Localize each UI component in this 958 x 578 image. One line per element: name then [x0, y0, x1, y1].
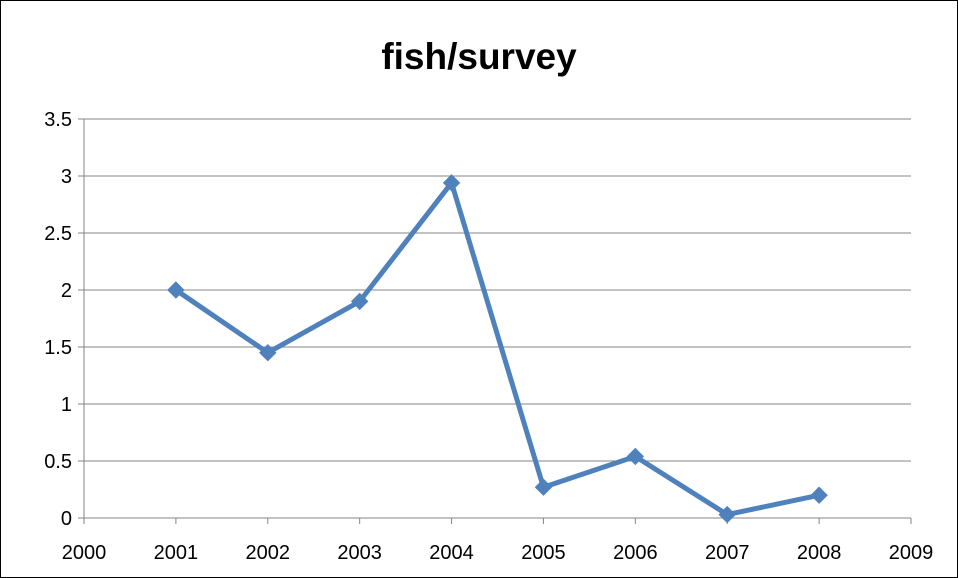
data-point-0-7: [810, 486, 828, 504]
data-point-0-1: [259, 343, 277, 362]
y-tick-label-6: 3: [61, 166, 72, 188]
y-tick-label-1: 0.5: [44, 451, 72, 473]
x-tick-label-5: 2005: [521, 542, 566, 564]
x-tick-label-0: 2000: [62, 542, 107, 564]
y-tick-label-5: 2.5: [44, 223, 72, 245]
data-point-0-3: [442, 174, 461, 192]
axes: [78, 118, 912, 524]
x-tick-label-6: 2006: [613, 542, 658, 564]
series-group: [167, 174, 828, 524]
data-point-0-5: [626, 447, 645, 466]
data-point-0-2: [350, 292, 369, 311]
x-tick-label-1: 2001: [154, 542, 199, 564]
x-tick-label-2: 2002: [246, 542, 291, 564]
gridlines: [84, 118, 911, 462]
data-point-0-6: [718, 505, 736, 524]
x-tick-label-4: 2004: [429, 542, 474, 564]
data-point-0-4: [534, 478, 553, 496]
data-point-0-0: [167, 281, 185, 299]
chart-title: fish/survey: [381, 36, 577, 77]
x-tick-label-7: 2007: [705, 542, 750, 564]
y-tick-label-3: 1.5: [44, 337, 72, 359]
x-tick-label-9: 2009: [889, 542, 934, 564]
x-tick-label-8: 2008: [797, 542, 842, 564]
x-tick-label-3: 2003: [337, 542, 382, 564]
y-tick-label-4: 2: [61, 280, 72, 302]
tick-labels: 0 0.5 1 1.5 2 2.5 3 3.5 2000 2001 2002 2003 2004 2005…: [44, 109, 933, 564]
series-line-0: [173, 180, 822, 518]
y-tick-label-0: 0: [61, 508, 72, 530]
y-tick-label-2: 1: [61, 394, 72, 416]
y-tick-label-7: 3.5: [44, 109, 72, 131]
